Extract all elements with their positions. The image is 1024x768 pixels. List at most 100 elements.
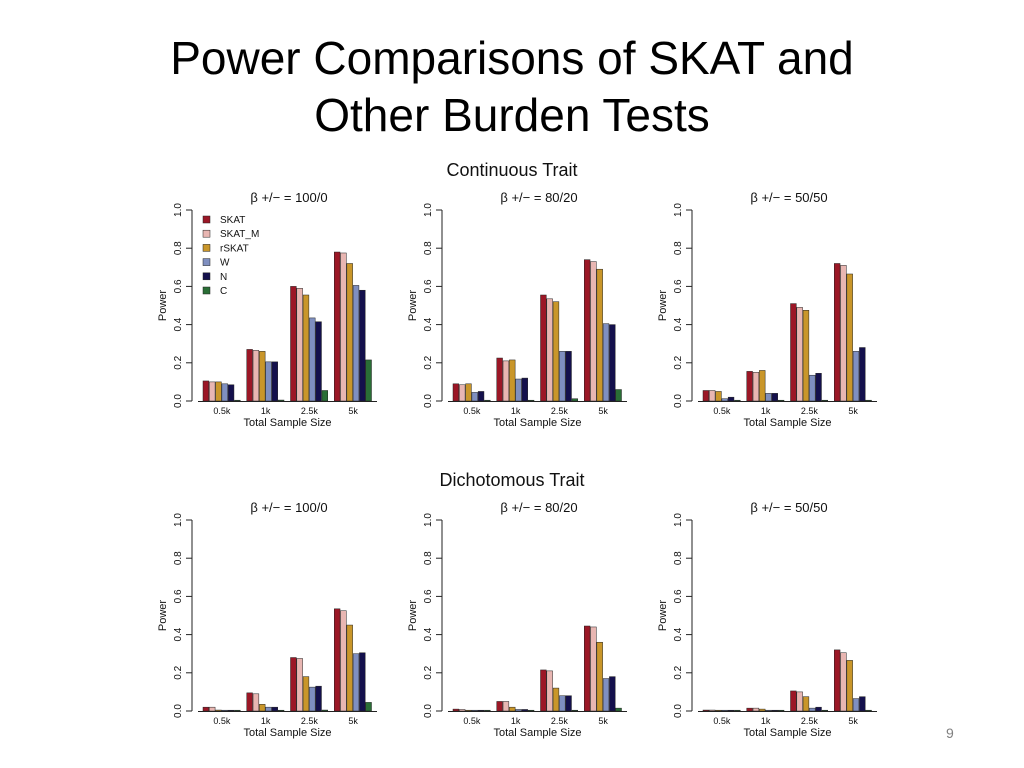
legend-label: SKAT_M xyxy=(220,229,259,240)
x-axis-label: Total Sample Size xyxy=(743,417,831,429)
bar-w xyxy=(602,323,610,402)
bar-skat xyxy=(584,625,591,712)
page-number: 9 xyxy=(946,725,954,741)
bar-n xyxy=(521,377,528,402)
y-tick-label: 0.0 xyxy=(173,394,184,408)
chart-panel-dichotomous-100-0: β +/− = 100/0 0.0 0.2 0.4 0.6 0.8 1.0 Power 0.5k… xyxy=(157,500,377,739)
bar-skat xyxy=(246,692,253,712)
bar-skat-m xyxy=(590,261,597,402)
bar-w xyxy=(352,285,360,402)
bar-rskat xyxy=(846,273,853,402)
legend-swatch xyxy=(202,258,211,266)
bar-c xyxy=(321,709,328,712)
y-tick-label: 0.2 xyxy=(673,355,684,369)
bar-c xyxy=(484,709,491,712)
bar-c xyxy=(777,709,785,712)
bar-skat-m xyxy=(840,652,847,712)
x-axis-label: Total Sample Size xyxy=(493,727,581,739)
y-axis-label: Power xyxy=(157,290,169,322)
bar-skat xyxy=(202,380,210,402)
bar-c xyxy=(821,399,828,402)
bar-c xyxy=(277,399,285,402)
bar-w xyxy=(559,695,566,712)
y-tick-label: 0.4 xyxy=(173,627,184,641)
bar-c xyxy=(571,398,578,402)
bar-rskat xyxy=(596,641,603,712)
bar-skat xyxy=(702,709,710,712)
bar-skat-m xyxy=(709,709,716,712)
y-tick-label: 0.2 xyxy=(423,665,434,679)
bar-rskat xyxy=(259,704,266,712)
legend-swatch xyxy=(202,244,211,252)
y-tick-label: 0.4 xyxy=(673,317,684,331)
bar-n xyxy=(771,709,778,712)
bar-w xyxy=(221,709,228,712)
bar-n xyxy=(565,351,572,402)
section-title-continuous: Continuous Trait xyxy=(446,160,578,180)
y-tick-label: 1.0 xyxy=(423,203,434,217)
x-tick-label: 1k xyxy=(261,406,271,416)
bar-skat xyxy=(540,294,547,402)
bar-n xyxy=(359,289,366,402)
bar-c xyxy=(865,399,872,402)
x-tick-label: 0.5k xyxy=(213,716,231,726)
y-tick-label: 0.6 xyxy=(173,589,184,603)
x-axis-label: Total Sample Size xyxy=(493,417,581,429)
bar-skat xyxy=(702,390,710,402)
bar-n xyxy=(859,347,866,402)
bar-rskat xyxy=(715,709,722,712)
bar-skat-m xyxy=(546,670,553,712)
bar-n xyxy=(859,696,866,712)
x-axis-label: Total Sample Size xyxy=(243,417,331,429)
legend-label: W xyxy=(220,258,230,269)
chart-panel-dichotomous-80-20: β +/− = 80/20 0.0 0.2 0.4 0.6 0.8 1.0 Power 0.5k… xyxy=(407,500,627,739)
bar-rskat xyxy=(596,268,603,402)
bar-skat-m xyxy=(502,701,510,712)
bar-n xyxy=(271,706,278,712)
bar-c xyxy=(527,399,535,402)
bar-skat-m xyxy=(840,265,847,402)
bar-rskat xyxy=(302,676,310,712)
bar-n xyxy=(609,676,616,712)
bar-n xyxy=(815,706,822,712)
bar-c xyxy=(234,399,241,402)
bar-skat xyxy=(790,303,797,402)
y-tick-label: 0.8 xyxy=(673,551,684,565)
bar-rskat xyxy=(215,709,222,712)
bar-n xyxy=(521,709,528,712)
y-tick-label: 0.6 xyxy=(423,589,434,603)
bar-n xyxy=(727,709,735,712)
y-axis-label: Power xyxy=(657,600,669,632)
bar-rskat xyxy=(346,624,353,712)
y-tick-label: 0.8 xyxy=(173,241,184,255)
bar-rskat xyxy=(552,687,560,712)
bar-n xyxy=(727,396,735,402)
x-tick-label: 2.5k xyxy=(801,716,819,726)
bar-skat-m xyxy=(296,658,303,712)
bar-w xyxy=(721,398,728,402)
chart-title: β +/− = 80/20 xyxy=(500,500,577,515)
bar-w xyxy=(515,709,522,712)
bar-skat xyxy=(834,263,841,402)
x-tick-label: 2.5k xyxy=(801,406,819,416)
bar-skat xyxy=(334,251,341,402)
section-title-dichotomous: Dichotomous Trait xyxy=(439,470,585,490)
bar-rskat xyxy=(215,381,222,402)
bar-skat-m xyxy=(340,610,347,712)
x-tick-label: 5k xyxy=(848,716,858,726)
bar-skat-m xyxy=(459,384,466,402)
bar-w xyxy=(852,698,860,712)
chart-panel-continuous-100-0: β +/− = 100/0 0.0 0.2 0.4 0.6 0.8 1.0 Power 0.5k… xyxy=(157,190,377,429)
y-tick-label: 0.0 xyxy=(673,704,684,718)
y-tick-label: 1.0 xyxy=(423,513,434,527)
bar-w xyxy=(809,374,816,402)
bar-n xyxy=(315,685,322,712)
bar-skat-m xyxy=(502,360,510,402)
chart-title: β +/− = 100/0 xyxy=(250,500,327,515)
bar-w xyxy=(721,709,728,712)
x-tick-label: 0.5k xyxy=(463,716,481,726)
bar-rskat xyxy=(509,706,516,712)
bar-skat-m xyxy=(459,709,466,712)
bar-skat-m xyxy=(590,626,597,712)
bar-w xyxy=(809,707,816,712)
